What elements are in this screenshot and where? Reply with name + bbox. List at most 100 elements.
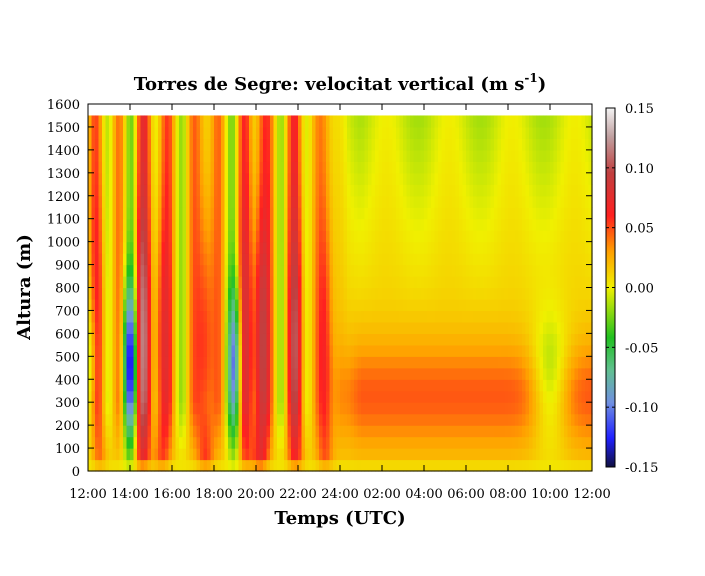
heatmap-cell xyxy=(95,126,100,140)
heatmap-cell xyxy=(581,436,586,449)
heatmap-cell xyxy=(539,436,544,449)
heatmap-cell xyxy=(543,413,548,426)
heatmap-cell xyxy=(588,390,593,403)
heatmap-cell xyxy=(270,138,275,151)
heatmap-cell xyxy=(210,390,215,403)
heatmap-cell xyxy=(567,264,572,277)
heatmap-cell xyxy=(273,356,278,369)
heatmap-cell xyxy=(228,448,233,461)
heatmap-cell xyxy=(357,253,362,266)
heatmap-cell xyxy=(536,218,541,231)
heatmap-cell xyxy=(518,459,523,472)
heatmap-cell xyxy=(347,448,352,461)
heatmap-cell xyxy=(273,149,278,162)
heatmap-cell xyxy=(553,333,558,346)
heatmap-cell xyxy=(256,207,261,220)
heatmap-cell xyxy=(273,241,278,254)
heatmap-cell xyxy=(515,115,520,128)
heatmap-cell xyxy=(522,264,527,277)
heatmap-cell xyxy=(175,264,180,277)
heatmap-cell xyxy=(158,459,163,472)
heatmap-cell xyxy=(462,172,467,185)
heatmap-cell xyxy=(270,149,275,162)
heatmap-cell xyxy=(329,161,334,174)
heatmap-cell xyxy=(473,241,478,254)
heatmap-cell xyxy=(179,390,184,403)
heatmap-cell xyxy=(371,115,376,128)
heatmap-cell xyxy=(280,298,285,312)
heatmap-cell xyxy=(455,298,460,312)
heatmap-cell xyxy=(427,218,432,231)
heatmap-cell xyxy=(182,298,187,312)
heatmap-cell xyxy=(133,287,138,300)
heatmap-cell xyxy=(553,161,558,174)
heatmap-cell xyxy=(158,333,163,346)
heatmap-cell xyxy=(455,321,460,334)
heatmap-cell xyxy=(406,161,411,174)
heatmap-cell xyxy=(242,184,247,197)
heatmap-cell xyxy=(560,241,565,254)
heatmap-cell xyxy=(557,333,562,346)
heatmap-cell xyxy=(466,276,471,289)
heatmap-cell xyxy=(473,276,478,289)
heatmap-cell xyxy=(588,184,593,197)
heatmap-cell xyxy=(490,253,495,266)
heatmap-cell xyxy=(459,115,464,128)
heatmap-cell xyxy=(389,184,394,197)
heatmap-cell xyxy=(515,161,520,174)
heatmap-cell xyxy=(452,126,457,140)
heatmap-cell xyxy=(231,448,236,461)
heatmap-cell xyxy=(336,253,341,266)
heatmap-cell xyxy=(249,138,254,151)
heatmap-cell xyxy=(284,448,289,461)
heatmap-cell xyxy=(200,321,205,334)
heatmap-cell xyxy=(536,138,541,151)
heatmap-cell xyxy=(392,195,397,208)
heatmap-cell xyxy=(249,298,254,312)
heatmap-cell xyxy=(140,149,145,162)
heatmap-cell xyxy=(494,126,499,140)
heatmap-cell xyxy=(445,448,450,461)
heatmap-cell xyxy=(564,344,569,357)
heatmap-cell xyxy=(571,126,576,140)
heatmap-cell xyxy=(266,310,271,323)
heatmap-cell xyxy=(466,195,471,208)
heatmap-cell xyxy=(186,184,191,197)
heatmap-cell xyxy=(221,333,226,346)
heatmap-cell xyxy=(200,310,205,323)
heatmap-cell xyxy=(473,379,478,392)
heatmap-cell xyxy=(312,425,317,438)
heatmap-cell xyxy=(382,207,387,220)
heatmap-cell xyxy=(140,172,145,185)
heatmap-cell xyxy=(378,172,383,185)
heatmap-cell xyxy=(487,126,492,140)
heatmap-cell xyxy=(259,276,264,289)
heatmap-cell xyxy=(399,241,404,254)
heatmap-cell xyxy=(501,425,506,438)
heatmap-cell xyxy=(487,218,492,231)
heatmap-cell xyxy=(518,425,523,438)
heatmap-cell xyxy=(95,241,100,254)
heatmap-cell xyxy=(165,356,170,369)
heatmap-cell xyxy=(476,264,481,277)
heatmap-cell xyxy=(350,356,355,369)
heatmap-cell xyxy=(448,218,453,231)
heatmap-cell xyxy=(203,333,208,346)
heatmap-cell xyxy=(522,161,527,174)
heatmap-cell xyxy=(504,459,509,472)
heatmap-cell xyxy=(273,230,278,243)
heatmap-cell xyxy=(399,390,404,403)
heatmap-cell xyxy=(574,138,579,151)
heatmap-cell xyxy=(284,402,289,415)
heatmap-cell xyxy=(389,333,394,346)
heatmap-cell xyxy=(210,207,215,220)
heatmap-cell xyxy=(165,218,170,231)
heatmap-cell xyxy=(368,115,373,128)
heatmap-cell xyxy=(441,218,446,231)
heatmap-cell xyxy=(158,195,163,208)
heatmap-cell xyxy=(263,379,268,392)
heatmap-cell xyxy=(228,413,233,426)
heatmap-cell xyxy=(539,115,544,128)
heatmap-cell xyxy=(242,138,247,151)
heatmap-cell xyxy=(287,172,292,185)
